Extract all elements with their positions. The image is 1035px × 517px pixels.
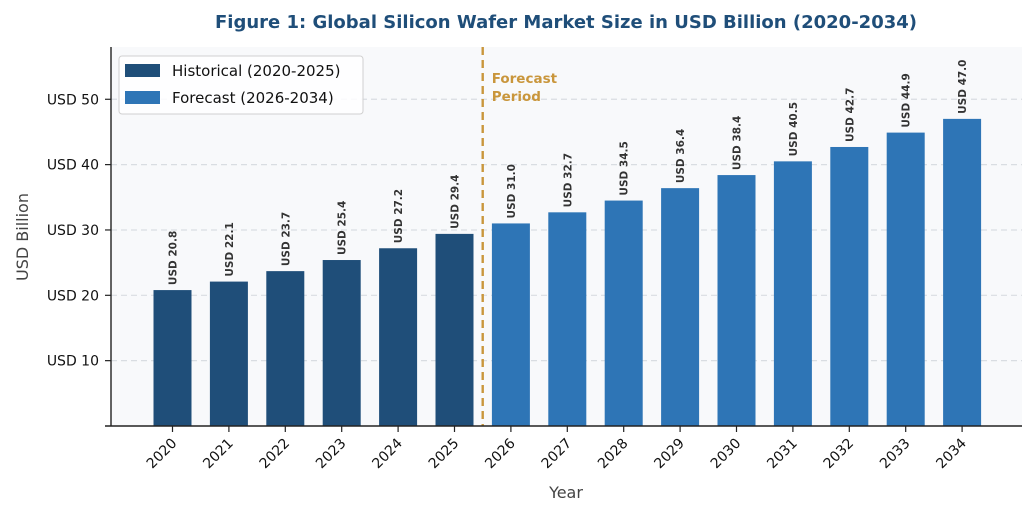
forecast-annotation-line: Period: [492, 89, 541, 105]
bar: [266, 271, 305, 426]
y-tick-label: USD 50: [47, 92, 99, 108]
x-tick-label: 2034: [933, 435, 970, 472]
bar-value-label: USD 44.9: [901, 73, 913, 127]
forecast-annotation-line: Forecast: [492, 71, 558, 87]
bar-value-label: USD 40.5: [788, 102, 800, 156]
x-tick-label: 2029: [651, 436, 688, 473]
x-tick-label: 2020: [144, 436, 181, 473]
legend-box: [118, 55, 364, 115]
chart-title: Figure 1: Global Silicon Wafer Market Si…: [215, 12, 917, 33]
x-tick-label: 2021: [200, 436, 237, 473]
y-tick-label: USD 20: [47, 288, 99, 304]
bar: [548, 212, 587, 426]
legend: Historical (2020-2025) Forecast (2026-20…: [118, 55, 364, 115]
x-tick-label: 2030: [708, 436, 745, 473]
y-axis-label: USD Billion: [13, 193, 32, 281]
bar-value-label: USD 36.4: [675, 129, 687, 183]
bar: [435, 233, 474, 426]
bar-value-label: USD 27.2: [393, 189, 405, 243]
x-tick-label: 2026: [482, 435, 519, 472]
x-ticks: 2020 2021 2022 2023 2024 2025 2026 2027 2028 2029…: [144, 426, 970, 472]
y-tick-label: USD 10: [47, 354, 99, 370]
bar-value-label: USD 20.8: [168, 231, 180, 285]
legend-label-forecast: Forecast (2026-2034): [172, 89, 334, 107]
bar: [830, 146, 869, 426]
bar: [773, 161, 812, 426]
bar-value-label: USD 42.7: [844, 88, 856, 142]
x-tick-label: 2031: [764, 436, 801, 473]
x-tick-label: 2028: [595, 436, 632, 473]
x-tick-label: 2032: [821, 436, 858, 473]
bar-value-labels: USD 20.8 USD 22.1 USD 23.7 USD 25.4 USD 27.2…: [168, 60, 970, 286]
x-tick-label: 2027: [539, 436, 576, 473]
bar: [209, 281, 248, 426]
bar-value-label: USD 38.4: [732, 116, 744, 170]
x-tick-label: 2024: [369, 435, 406, 472]
bar-value-label: USD 47.0: [957, 60, 969, 114]
bar: [661, 188, 700, 426]
legend-swatch-forecast: [125, 91, 160, 104]
x-tick-label: 2025: [426, 436, 463, 473]
bar: [153, 290, 192, 426]
bar: [886, 132, 925, 426]
bar: [604, 200, 643, 426]
bar-value-label: USD 31.0: [506, 164, 518, 218]
legend-swatch-historical: [125, 64, 160, 77]
x-tick-label: 2023: [313, 436, 350, 473]
bar: [717, 175, 756, 426]
bar-value-label: USD 29.4: [450, 175, 462, 229]
bar: [322, 260, 361, 426]
bar-value-label: USD 23.7: [280, 212, 292, 266]
x-tick-label: 2033: [877, 436, 914, 473]
bars: [153, 118, 982, 427]
x-axis-label: Year: [548, 483, 583, 502]
bar-value-label: USD 25.4: [337, 201, 349, 255]
x-tick-label: 2022: [257, 436, 294, 473]
legend-label-historical: Historical (2020-2025): [172, 62, 341, 80]
bar-value-label: USD 22.1: [224, 222, 236, 276]
bar-value-label: USD 34.5: [619, 141, 631, 195]
y-tick-label: USD 30: [47, 223, 99, 239]
forecast-annotation: Forecast Period: [492, 71, 558, 105]
bar: [943, 118, 982, 427]
bar-value-label: USD 32.7: [562, 153, 574, 207]
bar: [491, 223, 530, 426]
y-tick-label: USD 40: [47, 158, 99, 174]
bar: [379, 248, 418, 426]
y-ticks: USD 10 USD 20 USD 30 USD 40 USD 50: [47, 92, 111, 370]
